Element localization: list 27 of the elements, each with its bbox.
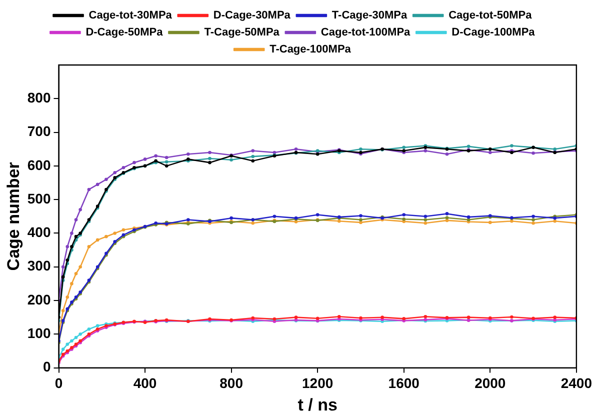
y-tick-label: 600 [27,156,51,173]
y-tick-label: 200 [27,291,51,308]
y-tick-label: 800 [27,90,51,106]
legend-label: T-Cage-30MPa [332,10,408,22]
x-tick-label: 0 [54,375,63,392]
y-tick-label: 300 [27,258,51,274]
x-axis-title: t / ns [298,395,338,414]
y-tick-label: 700 [27,123,51,140]
x-tick-label: 1600 [388,375,420,392]
legend-label: T-Cage-100MPa [270,44,352,56]
x-tick-label: 400 [133,375,157,392]
x-tick-label: 1200 [302,375,334,392]
y-axis-title: Cage number [4,162,23,271]
legend-label: D-Cage-30MPa [213,10,292,22]
legend-label: D-Cage-50MPa [86,26,164,39]
y-tick-label: 400 [27,224,51,240]
x-tick-label: 2400 [560,375,592,392]
legend-label: Cage-tot-100MPa [320,26,412,39]
legend-label: Cage-tot-50MPa [448,10,533,22]
legend-label: T-Cage-50MPa [204,26,280,39]
legend-label: Cage-tot-30MPa [88,10,173,22]
y-tick-label: 500 [27,190,51,206]
y-tick-label: 0 [42,358,51,375]
y-tick-label: 100 [27,325,51,342]
legend-label: D-Cage-100MPa [452,26,536,39]
x-tick-label: 2000 [474,375,506,392]
x-tick-label: 800 [220,375,244,392]
